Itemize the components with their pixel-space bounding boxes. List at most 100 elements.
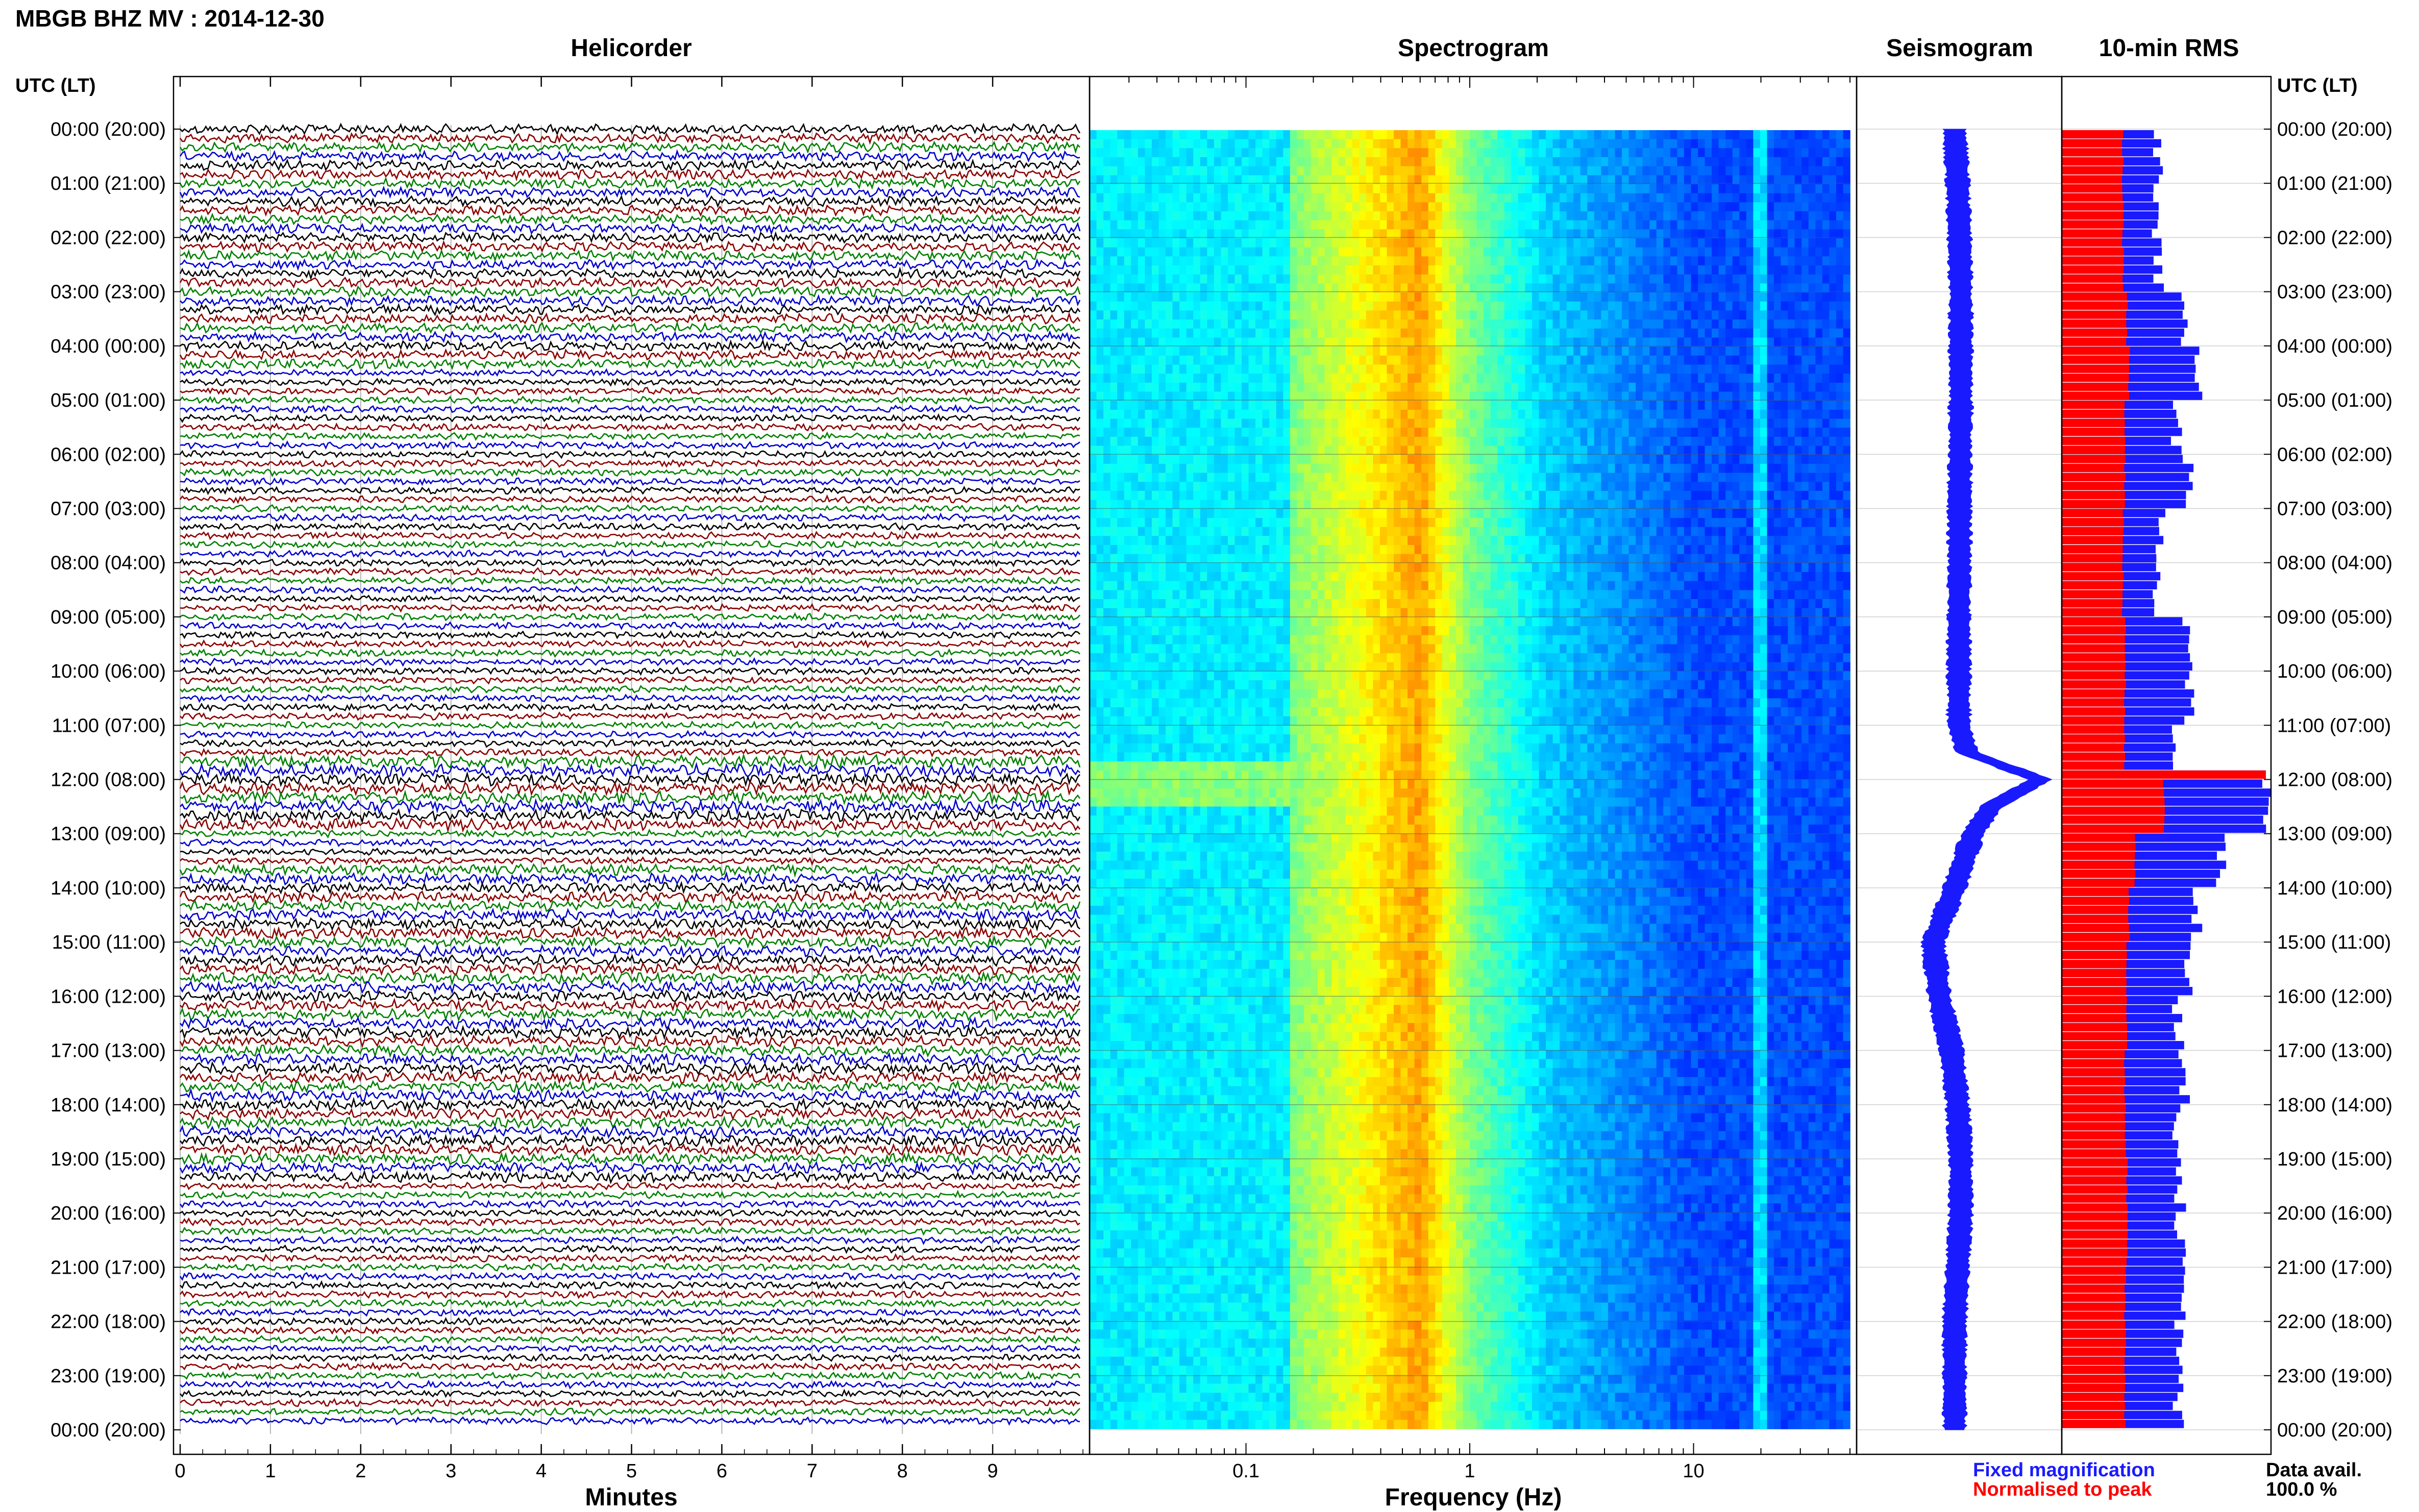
rms-normalised-bar xyxy=(2062,1311,2125,1320)
helicorder-trace xyxy=(179,1070,1081,1085)
rms-normalised-bar xyxy=(2062,166,2123,175)
helicorder-trace xyxy=(180,212,1081,226)
helicorder-trace xyxy=(179,276,1081,289)
helicorder-x-tick: 1 xyxy=(265,1460,276,1482)
rms-normalised-bar xyxy=(2062,635,2125,643)
left-hour-label: 19:00 (15:00) xyxy=(51,1149,166,1170)
helicorder-trace xyxy=(180,1379,1080,1390)
rms-normalised-bar xyxy=(2062,617,2126,626)
helicorder-trace xyxy=(180,934,1080,950)
helicorder-trace xyxy=(179,266,1081,281)
helicorder-trace xyxy=(180,925,1080,940)
helicorder-trace xyxy=(180,404,1080,414)
rms-normalised-bar xyxy=(2062,220,2124,229)
rms-normalised-bar xyxy=(2062,1014,2127,1023)
helicorder-trace xyxy=(180,1361,1080,1372)
helicorder-trace xyxy=(180,1189,1080,1200)
rms-normalised-bar xyxy=(2062,274,2123,283)
helicorder-trace xyxy=(180,548,1080,559)
left-hour-label: 22:00 (18:00) xyxy=(51,1311,166,1333)
helicorder-trace xyxy=(180,531,1081,540)
helicorder-trace xyxy=(180,907,1080,923)
helicorder-trace xyxy=(180,320,1080,335)
helicorder-trace xyxy=(180,603,1080,613)
helicorder-trace xyxy=(180,1235,1080,1245)
rms-normalised-bar xyxy=(2062,1266,2126,1275)
spectrogram-x-tick: 1 xyxy=(1464,1460,1475,1482)
helicorder-trace xyxy=(180,386,1080,396)
right-hour-label: 17:00 (13:00) xyxy=(2277,1040,2392,1062)
rms-normalised-bar xyxy=(2062,536,2123,544)
left-hour-label: 15:00 (11:00) xyxy=(52,932,166,953)
data-avail-value: 100.0 % xyxy=(2266,1479,2337,1500)
rms-normalised-bar xyxy=(2062,554,2123,562)
rms-normalised-bar xyxy=(2062,1176,2127,1185)
helicorder-trace xyxy=(179,450,1080,459)
helicorder-trace xyxy=(180,504,1080,513)
helicorder-trace xyxy=(180,621,1081,631)
helicorder-trace xyxy=(179,1160,1081,1176)
rms-title: 10-min RMS xyxy=(2099,35,2239,62)
right-hour-label: 19:00 (15:00) xyxy=(2277,1149,2392,1170)
helicorder-trace xyxy=(180,944,1081,958)
helicorder-trace xyxy=(179,176,1081,190)
rms-normalised-bar xyxy=(2062,436,2126,445)
rms-normalised-bar xyxy=(2062,319,2127,328)
helicorder-trace xyxy=(180,1208,1080,1218)
rms-normalised-bar xyxy=(2062,653,2126,662)
helicorder-trace xyxy=(180,1226,1080,1236)
helicorder-trace xyxy=(180,566,1080,577)
rms-normalised-bar xyxy=(2062,563,2122,572)
rms-normalised-bar xyxy=(2062,418,2125,427)
helicorder-x-tick: 6 xyxy=(717,1460,727,1482)
rms-normalised-bar xyxy=(2062,184,2122,193)
helicorder-trace xyxy=(180,1280,1080,1290)
rms-normalised-bar xyxy=(2062,193,2123,202)
helicorder-trace xyxy=(180,798,1081,815)
rms-normalised-bar xyxy=(2062,374,2129,382)
right-hour-label: 02:00 (22:00) xyxy=(2277,227,2392,249)
helicorder-trace xyxy=(180,303,1081,316)
helicorder-trace xyxy=(180,881,1081,895)
rms-normalised-bar xyxy=(2062,680,2126,689)
rms-normalised-bar xyxy=(2062,1185,2128,1194)
rms-panel xyxy=(2062,129,2272,1430)
rms-normalised-bar xyxy=(2062,752,2125,761)
helicorder-trace xyxy=(180,440,1080,451)
helicorder-trace xyxy=(180,1253,1080,1263)
rms-normalised-bar xyxy=(2062,1329,2126,1338)
helicorder-trace xyxy=(180,971,1081,986)
right-hour-label: 14:00 (10:00) xyxy=(2277,878,2392,899)
rms-normalised-bar xyxy=(2062,761,2125,770)
rms-normalised-bar xyxy=(2062,382,2129,391)
right-hour-label: 22:00 (18:00) xyxy=(2277,1311,2392,1333)
helicorder-trace xyxy=(180,339,1080,353)
right-hour-label: 12:00 (08:00) xyxy=(2277,770,2392,791)
helicorder-trace xyxy=(180,1106,1081,1122)
rms-normalised-bar xyxy=(2062,301,2128,310)
helicorder-trace xyxy=(180,476,1080,486)
left-hour-label: 07:00 (03:00) xyxy=(51,498,166,519)
rms-normalised-bar xyxy=(2062,1347,2126,1356)
rms-normalised-bar xyxy=(2062,337,2127,346)
right-hour-label: 04:00 (00:00) xyxy=(2277,336,2392,357)
helicorder-trace xyxy=(179,761,1080,779)
rms-normalised-bar xyxy=(2062,1104,2126,1113)
helicorder-trace xyxy=(179,1133,1081,1149)
helicorder-trace xyxy=(179,522,1080,532)
rms-normalised-bar xyxy=(2062,1203,2128,1212)
rms-normalised-bar xyxy=(2062,1402,2125,1410)
helicorder-trace xyxy=(179,988,1080,1004)
rms-normalised-bar xyxy=(2062,130,2124,139)
rms-normalised-bar xyxy=(2062,428,2125,436)
helicorder-trace xyxy=(179,771,1080,788)
right-hour-label: 00:00 (20:00) xyxy=(2277,119,2392,140)
left-hour-label: 11:00 (07:00) xyxy=(52,715,166,736)
rms-normalised-bar xyxy=(2062,824,2164,833)
helicorder-trace xyxy=(179,494,1081,504)
rms-normalised-bar xyxy=(2062,960,2127,969)
helicorder-trace xyxy=(180,330,1080,343)
right-hour-label: 06:00 (02:00) xyxy=(2277,444,2392,465)
rms-normalised-bar xyxy=(2062,1375,2126,1383)
rms-normalised-bar xyxy=(2062,1095,2125,1104)
